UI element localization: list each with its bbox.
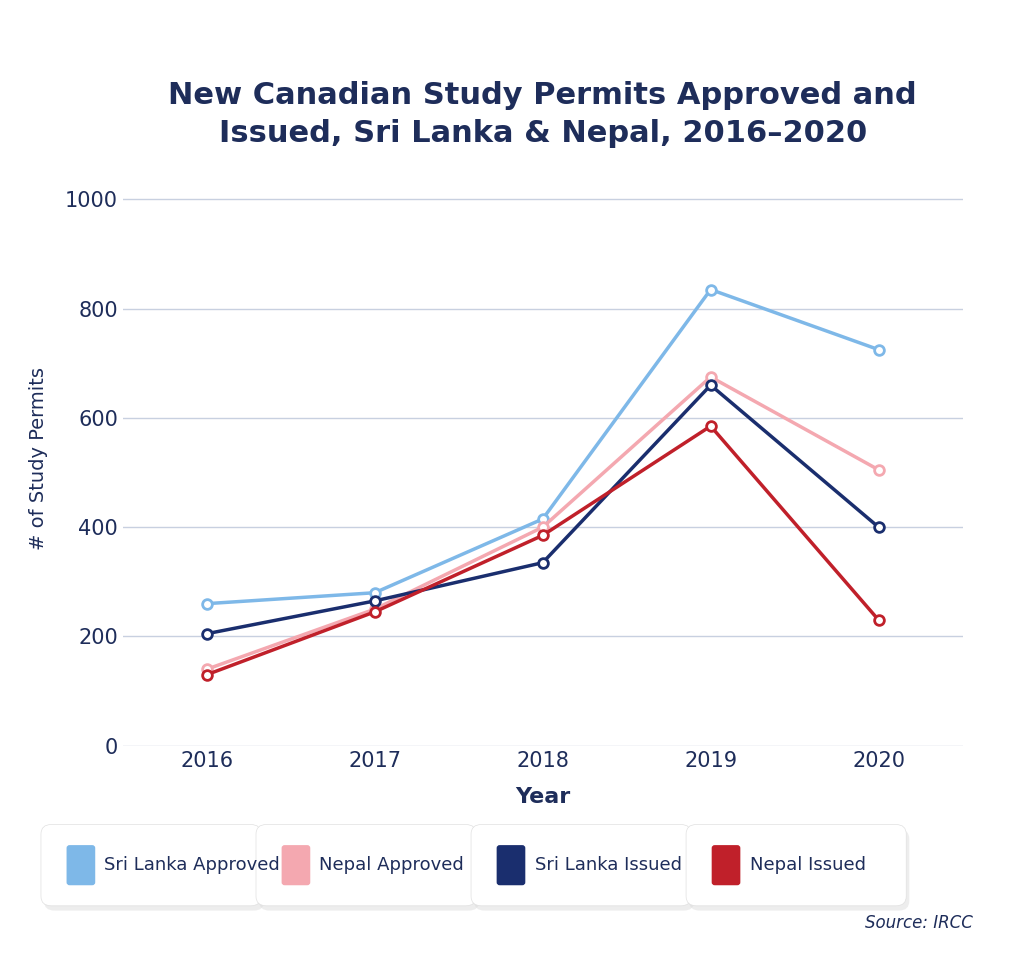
X-axis label: Year: Year bbox=[515, 787, 570, 807]
Y-axis label: # of Study Permits: # of Study Permits bbox=[30, 367, 48, 551]
Text: Sri Lanka Approved: Sri Lanka Approved bbox=[104, 857, 281, 874]
Title: New Canadian Study Permits Approved and
Issued, Sri Lanka & Nepal, 2016–2020: New Canadian Study Permits Approved and … bbox=[168, 81, 918, 147]
Text: Nepal Issued: Nepal Issued bbox=[750, 857, 865, 874]
Text: Sri Lanka Issued: Sri Lanka Issued bbox=[535, 857, 682, 874]
Text: Nepal Approved: Nepal Approved bbox=[319, 857, 464, 874]
Text: Source: IRCC: Source: IRCC bbox=[865, 914, 973, 932]
